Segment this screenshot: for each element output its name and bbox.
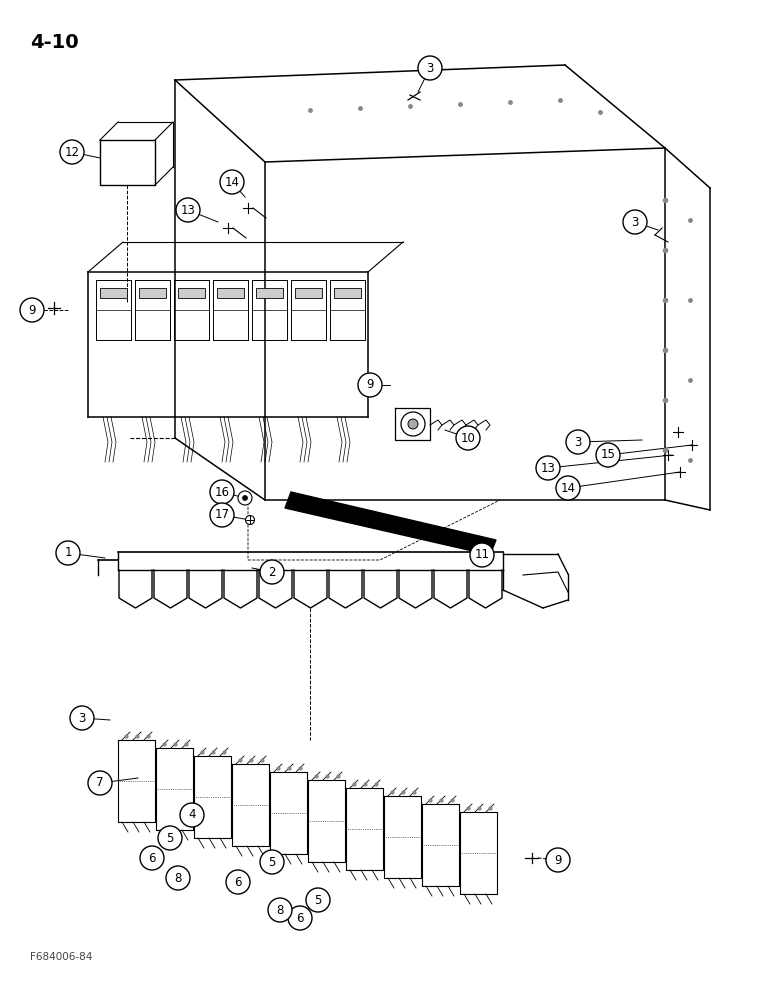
Circle shape [401,412,425,436]
Bar [295,288,322,298]
Circle shape [556,476,580,500]
Text: 14: 14 [560,482,575,494]
Circle shape [358,373,382,397]
Circle shape [238,491,252,505]
Circle shape [596,443,620,467]
Text: 9: 9 [554,854,562,866]
Circle shape [260,850,284,874]
Circle shape [180,803,204,827]
Circle shape [268,898,292,922]
Bar [100,288,127,298]
Bar [256,288,283,298]
Text: 5: 5 [314,894,322,906]
Text: 15: 15 [601,448,615,462]
Circle shape [306,888,330,912]
Text: 16: 16 [215,486,229,498]
Circle shape [245,516,255,524]
Text: 1: 1 [64,546,72,560]
Circle shape [566,430,590,454]
Circle shape [60,140,84,164]
Circle shape [418,56,442,80]
Text: 6: 6 [148,852,156,864]
Circle shape [176,198,200,222]
Circle shape [226,870,250,894]
Circle shape [288,906,312,930]
Text: 2: 2 [268,566,276,578]
Circle shape [242,495,248,500]
Text: 9: 9 [366,378,374,391]
Circle shape [70,706,94,730]
Bar [178,288,205,298]
Circle shape [166,866,190,890]
Text: 4-10: 4-10 [30,33,79,52]
Text: 7: 7 [96,776,103,790]
Text: 3: 3 [426,62,434,75]
Circle shape [210,480,234,504]
Circle shape [20,298,44,322]
Text: 5: 5 [166,832,174,844]
Text: 17: 17 [215,508,229,522]
Text: 8: 8 [174,871,181,884]
Polygon shape [285,492,496,555]
Text: 12: 12 [65,145,80,158]
Circle shape [220,170,244,194]
Text: 6: 6 [296,912,303,924]
Text: 14: 14 [225,176,239,188]
Circle shape [158,826,182,850]
Text: 3: 3 [78,712,86,724]
Bar [334,288,361,298]
Circle shape [56,541,80,565]
Bar [217,288,244,298]
Bar [139,288,166,298]
Text: 9: 9 [29,304,36,316]
Text: 3: 3 [631,216,638,229]
Text: 5: 5 [269,856,276,868]
Text: 13: 13 [181,204,195,217]
Circle shape [210,503,234,527]
Text: 3: 3 [574,436,581,448]
Circle shape [470,543,494,567]
Text: 11: 11 [475,548,489,562]
Circle shape [546,848,570,872]
Circle shape [88,771,112,795]
Circle shape [260,560,284,584]
Circle shape [408,419,418,429]
Text: 10: 10 [461,432,476,444]
Text: 13: 13 [540,462,555,475]
Text: 6: 6 [234,876,242,888]
Circle shape [623,210,647,234]
Circle shape [140,846,164,870]
Text: 8: 8 [276,904,283,916]
Circle shape [456,426,480,450]
Text: F684006-84: F684006-84 [30,952,93,962]
Text: 4: 4 [188,808,196,822]
Circle shape [536,456,560,480]
